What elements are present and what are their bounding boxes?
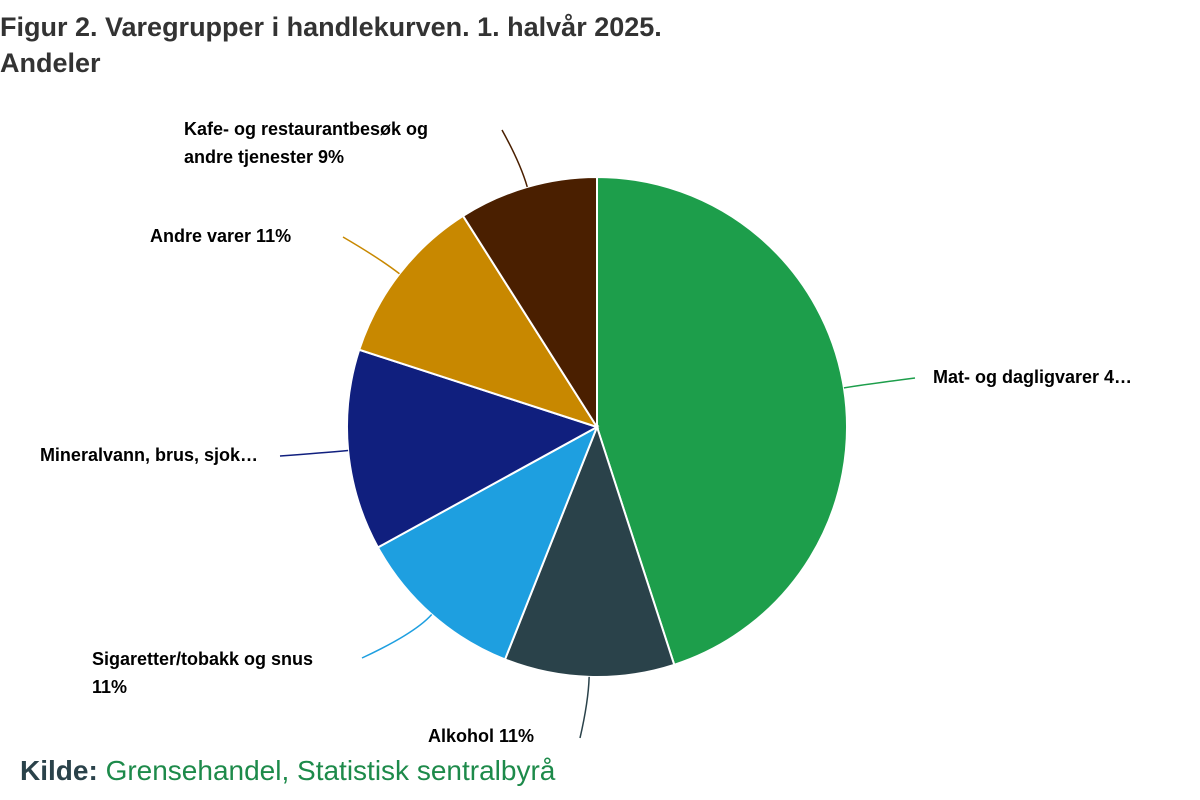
pie-slice: [357, 214, 600, 429]
leader-line: [501, 129, 528, 188]
pie-slice: [596, 175, 848, 667]
pie-slice: [346, 348, 600, 549]
pie-slice: [503, 424, 676, 678]
data-label: Sigaretter/tobakk og snus 11%: [92, 649, 313, 697]
data-label-line: 11%: [92, 677, 127, 697]
source-label: Kilde:: [20, 755, 98, 786]
leader-line: [361, 614, 433, 659]
source-text: Grensehandel, Statistisk sentralbyrå: [106, 755, 556, 786]
data-label: Mat- og dagligvarer 4…: [933, 367, 1132, 387]
leader-line: [342, 236, 400, 275]
data-label-line: Mineralvann, brus, sjok…: [40, 445, 258, 465]
data-label: Kafe- og restaurantbesøk og andre tjenest…: [184, 119, 428, 167]
source: Kilde: Grensehandel, Statistisk sentralb…: [20, 755, 556, 786]
data-label-line: Andre varer 11%: [150, 226, 291, 246]
leader-line: [843, 377, 916, 389]
data-label-line: andre tjenester 9%: [184, 147, 344, 167]
chart-title: Figur 2. Varegrupper i handlekurven. 1. …: [0, 12, 662, 42]
chart-title: Andeler: [0, 48, 101, 78]
leader-line: [579, 676, 590, 739]
data-label-line: Mat- og dagligvarer 4…: [933, 367, 1132, 387]
leader-line: [279, 449, 349, 457]
data-label-line: Alkohol 11%: [428, 726, 534, 746]
pie-slice: [461, 175, 598, 431]
data-label: Mineralvann, brus, sjok…: [40, 445, 258, 465]
data-label-line: Kafe- og restaurantbesøk og: [184, 119, 428, 139]
data-label: Alkohol 11%: [428, 726, 534, 746]
pie-slice: [376, 424, 599, 661]
data-label: Andre varer 11%: [150, 226, 291, 246]
data-label-line: Sigaretter/tobakk og snus: [92, 649, 313, 669]
